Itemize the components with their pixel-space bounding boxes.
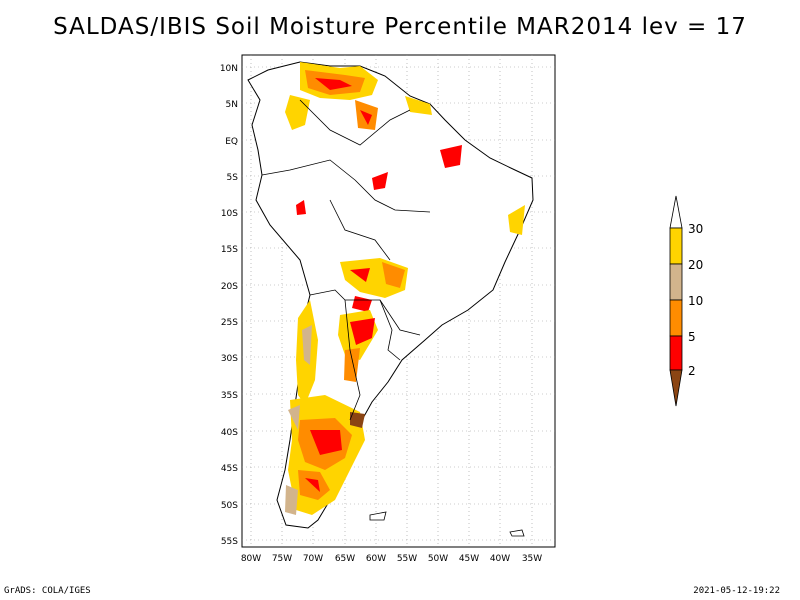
country-borders bbox=[261, 99, 431, 421]
lon-label: 60W bbox=[366, 554, 386, 564]
map-title: SALDAS/IBIS Soil Moisture Percentile MAR… bbox=[53, 14, 747, 40]
lon-label: 70W bbox=[303, 554, 323, 564]
lat-label: 10S bbox=[221, 209, 238, 219]
lon-label: 65W bbox=[335, 554, 355, 564]
lon-label: 80W bbox=[241, 554, 261, 564]
colorbar-swatch-2-5 bbox=[669, 335, 683, 371]
lat-label: 45S bbox=[221, 464, 238, 474]
colorbar-swatch-10-20 bbox=[669, 263, 683, 301]
lat-label: 20S bbox=[221, 282, 238, 292]
colorbar-cap-low bbox=[669, 369, 683, 407]
lon-axis-labels: 80W 75W 70W 65W 60W 55W 50W 45W 40W 35W bbox=[241, 554, 542, 564]
lat-label: 55S bbox=[221, 537, 238, 547]
lat-label: 25S bbox=[221, 318, 238, 328]
lat-axis-labels: 10N 5N EQ 5S 10S 15S 20S 25S 30S 35S 40S… bbox=[220, 64, 238, 547]
colorbar-label: 10 bbox=[688, 294, 703, 308]
colorbar-label: 2 bbox=[688, 364, 696, 378]
lat-label: 5N bbox=[226, 100, 238, 110]
colorbar-labels: 30 20 10 5 2 bbox=[688, 222, 703, 378]
lon-label: 35W bbox=[522, 554, 542, 564]
islands bbox=[369, 511, 525, 537]
lat-label: 10N bbox=[220, 64, 238, 74]
colorbar-swatch-20-30 bbox=[669, 227, 683, 265]
lon-label: 50W bbox=[428, 554, 448, 564]
lon-label: 75W bbox=[272, 554, 292, 564]
lat-label: 5S bbox=[227, 173, 239, 183]
lon-label: 40W bbox=[490, 554, 510, 564]
colorbar-swatch-5-10 bbox=[669, 299, 683, 337]
lat-label: 50S bbox=[221, 501, 238, 511]
colorbar bbox=[669, 195, 683, 407]
colorbar-label: 5 bbox=[688, 330, 696, 344]
lon-label: 45W bbox=[459, 554, 479, 564]
colorbar-label: 30 bbox=[688, 222, 703, 236]
colorbar-cap-high bbox=[669, 195, 683, 229]
lat-label: EQ bbox=[225, 137, 238, 147]
footer-timestamp: 2021-05-12-19:22 bbox=[693, 586, 780, 596]
lat-label: 40S bbox=[221, 428, 238, 438]
footer-credit: GrADS: COLA/IGES bbox=[4, 586, 91, 596]
lat-label: 35S bbox=[221, 391, 238, 401]
lat-label: 15S bbox=[221, 245, 238, 255]
colorbar-label: 20 bbox=[688, 258, 703, 272]
lon-label: 55W bbox=[397, 554, 417, 564]
lat-label: 30S bbox=[221, 354, 238, 364]
